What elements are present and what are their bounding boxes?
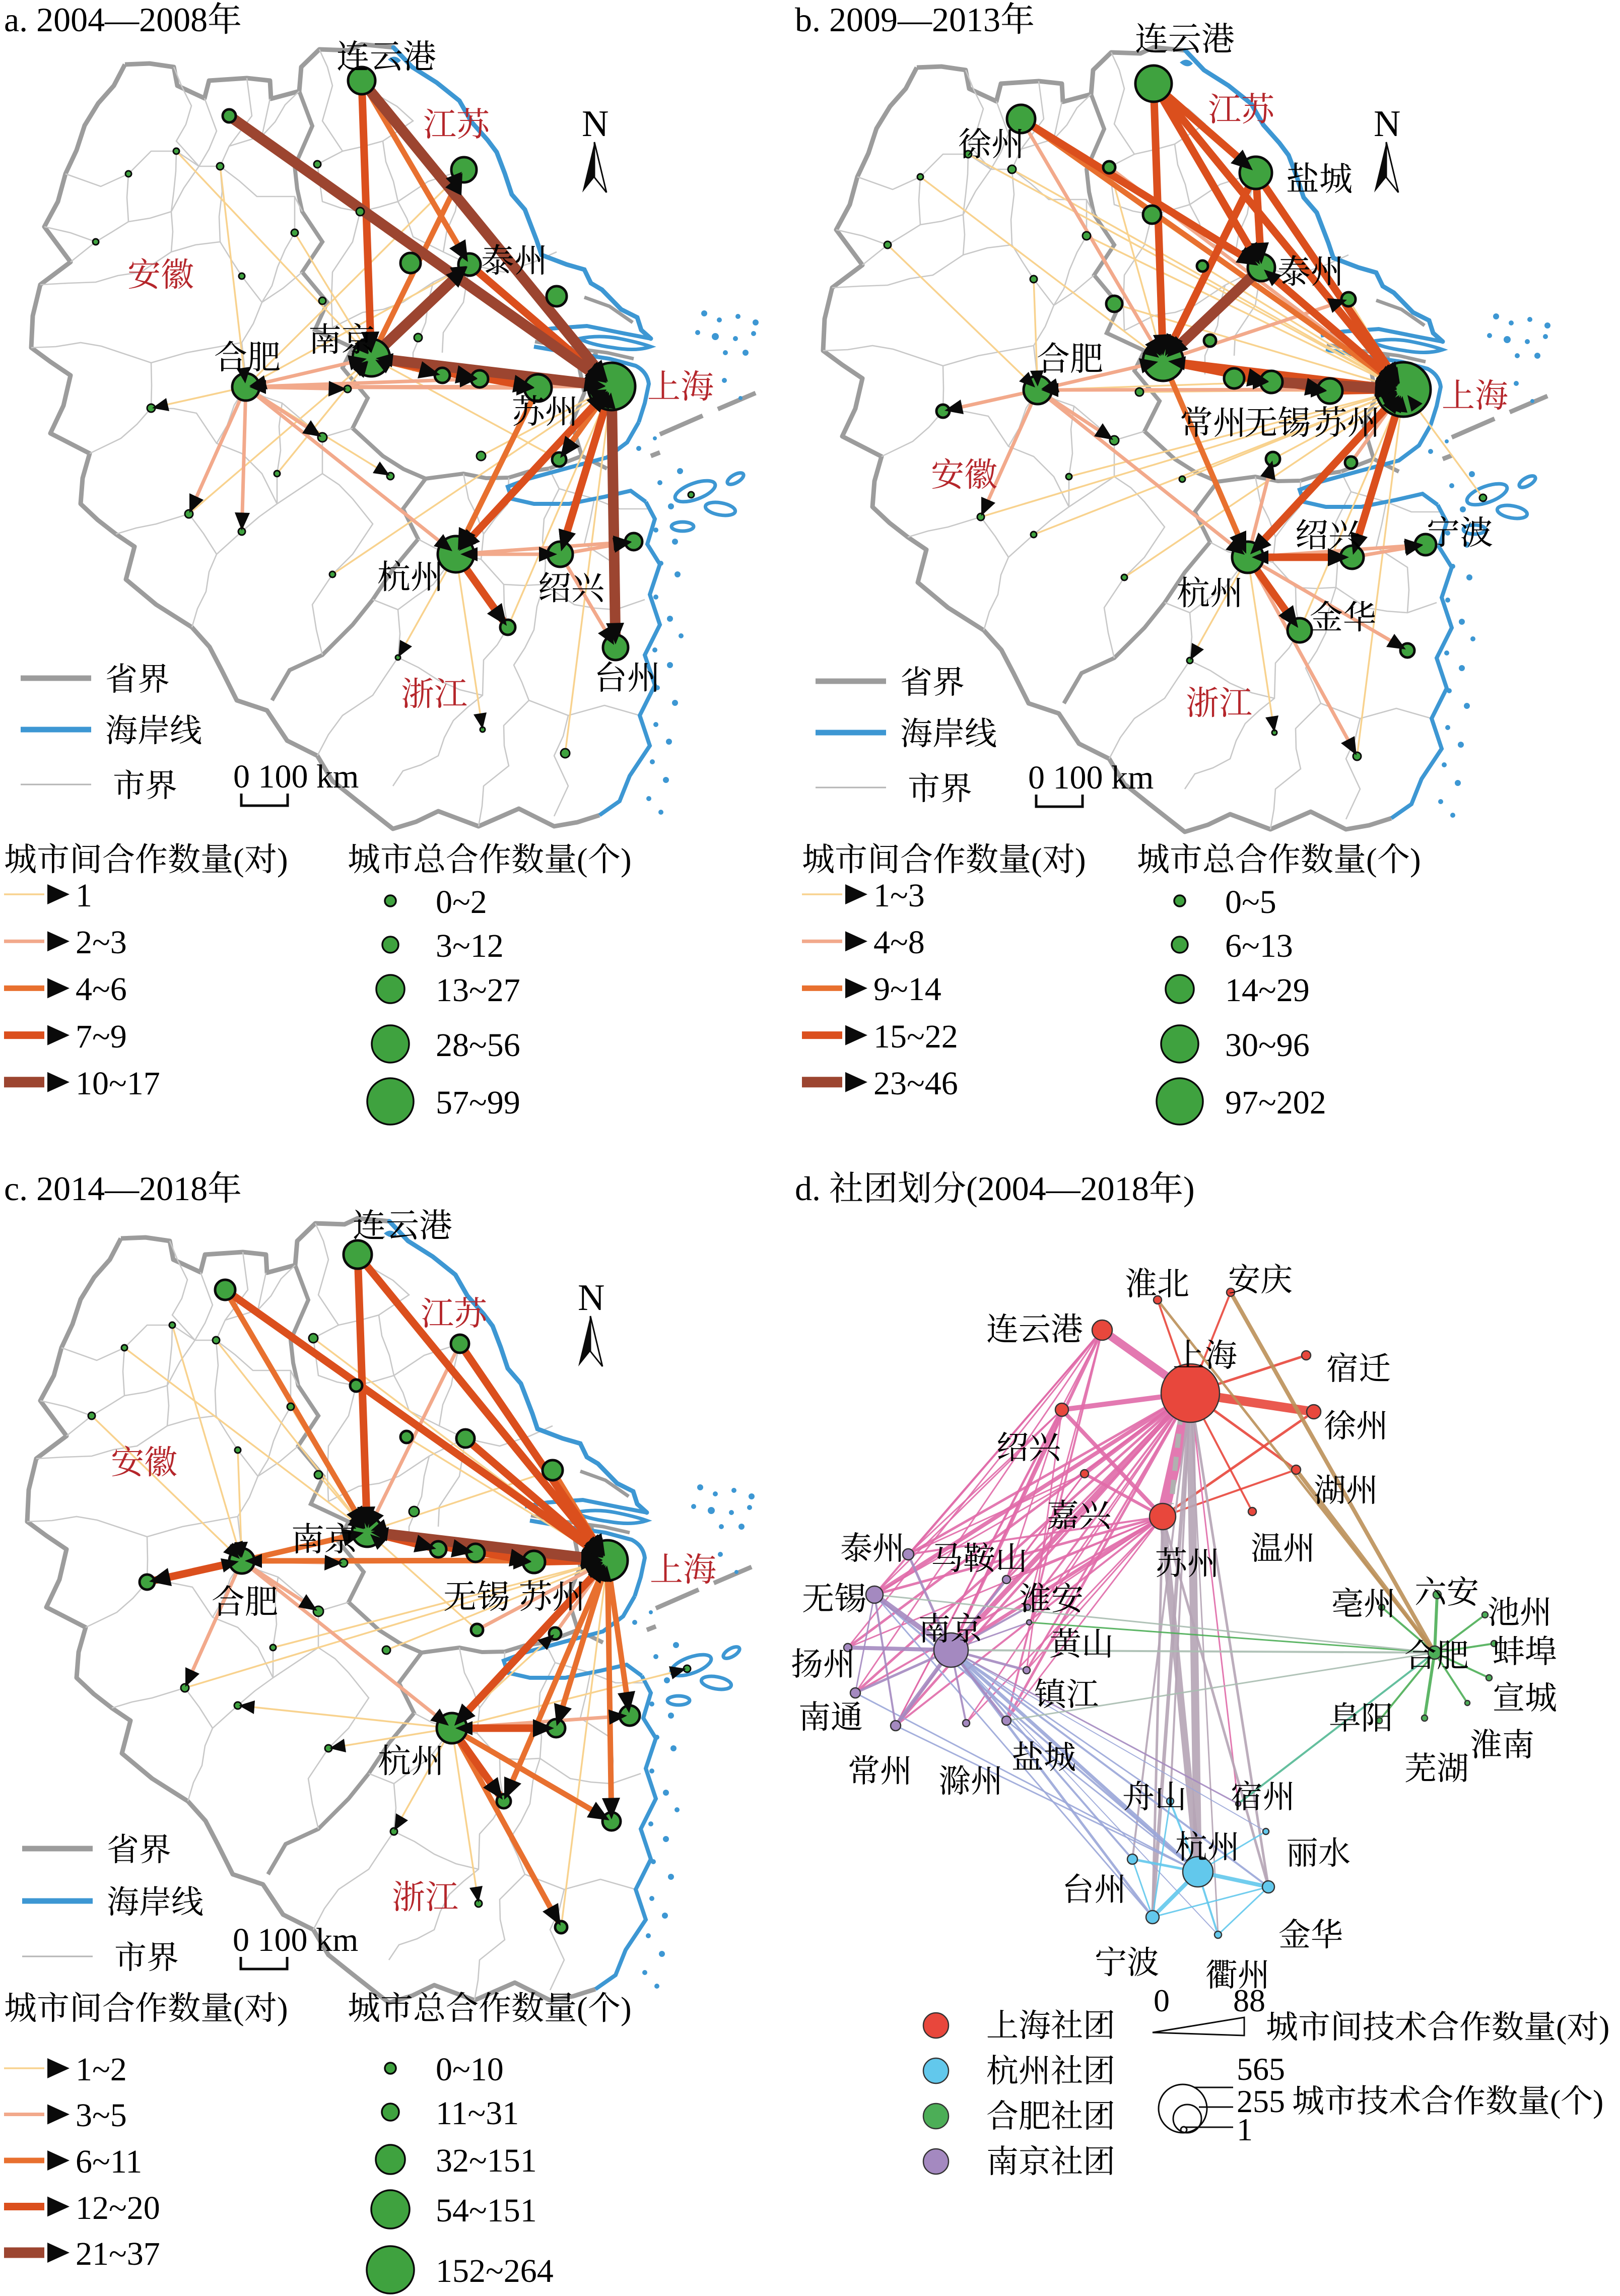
svg-text:): ): [1183, 1169, 1195, 1208]
svg-text:13~27: 13~27: [436, 972, 520, 1009]
svg-text:57~99: 57~99: [436, 1084, 520, 1121]
svg-text:23~46: 23~46: [873, 1065, 958, 1102]
svg-text:21~37: 21~37: [76, 2236, 160, 2272]
svg-text:d.: d.: [795, 1169, 821, 1208]
svg-text:(: (: [1550, 2083, 1561, 2119]
svg-text:6~11: 6~11: [76, 2143, 142, 2180]
svg-text:54~151: 54~151: [436, 2192, 537, 2229]
svg-text:N: N: [578, 1277, 604, 1319]
svg-text:7~9: 7~9: [76, 1018, 127, 1055]
svg-text:28~56: 28~56: [436, 1027, 520, 1064]
svg-text:N: N: [582, 103, 609, 145]
svg-text:): ): [1599, 2009, 1609, 2045]
svg-text:0 100 km: 0 100 km: [1028, 759, 1154, 796]
svg-text:(: (: [1031, 842, 1042, 878]
svg-text:1~3: 1~3: [873, 877, 925, 914]
svg-text:): ): [1075, 842, 1086, 878]
svg-text:565: 565: [1237, 2051, 1285, 2087]
svg-text:(2004—2018: (2004—2018: [966, 1169, 1149, 1208]
svg-text:255: 255: [1237, 2083, 1285, 2119]
svg-text:a. 2004—2008: a. 2004—2008: [4, 1, 208, 39]
svg-text:(: (: [233, 842, 244, 878]
svg-text:11~31: 11~31: [436, 2095, 519, 2132]
svg-text:12~20: 12~20: [76, 2190, 160, 2226]
svg-text:4~8: 4~8: [873, 924, 925, 961]
svg-text:): ): [277, 842, 288, 878]
svg-text:): ): [1593, 2083, 1603, 2119]
svg-text:2~3: 2~3: [76, 924, 127, 961]
svg-text:152~264: 152~264: [436, 2253, 554, 2289]
svg-text:0~10: 0~10: [436, 2051, 504, 2088]
svg-text:32~151: 32~151: [436, 2142, 537, 2179]
svg-text:3~5: 3~5: [76, 2097, 127, 2134]
svg-text:88: 88: [1233, 1983, 1265, 2018]
svg-text:1~2: 1~2: [76, 2051, 127, 2088]
svg-text:0~5: 0~5: [1225, 884, 1276, 921]
svg-text:(: (: [233, 1991, 244, 2027]
svg-text:1: 1: [76, 877, 92, 914]
svg-text:97~202: 97~202: [1225, 1084, 1326, 1121]
svg-text:): ): [621, 1991, 632, 2027]
svg-text:(: (: [577, 1991, 588, 2027]
svg-text:c. 2014—2018: c. 2014—2018: [4, 1169, 208, 1208]
svg-text:0 100 km: 0 100 km: [233, 758, 359, 795]
svg-text:(: (: [1366, 842, 1377, 878]
svg-text:10~17: 10~17: [76, 1065, 160, 1102]
svg-text:4~6: 4~6: [76, 971, 127, 1008]
svg-text:15~22: 15~22: [873, 1018, 958, 1055]
svg-text:0: 0: [1154, 1983, 1170, 2018]
svg-text:N: N: [1374, 103, 1400, 145]
svg-text:3~12: 3~12: [436, 928, 504, 964]
svg-text:): ): [621, 842, 632, 878]
svg-text:14~29: 14~29: [1225, 972, 1310, 1009]
svg-text:): ): [1410, 842, 1421, 878]
svg-text:0~2: 0~2: [436, 884, 487, 921]
svg-text:b. 2009—2013: b. 2009—2013: [795, 1, 1000, 39]
svg-text:30~96: 30~96: [1225, 1027, 1310, 1064]
svg-text:): ): [277, 1991, 288, 2027]
svg-text:9~14: 9~14: [873, 971, 941, 1008]
svg-text:(: (: [1556, 2009, 1567, 2045]
svg-text:(: (: [577, 842, 588, 878]
svg-text:0 100 km: 0 100 km: [233, 1922, 358, 1958]
svg-text:1: 1: [1237, 2112, 1253, 2147]
svg-text:6~13: 6~13: [1225, 928, 1293, 964]
